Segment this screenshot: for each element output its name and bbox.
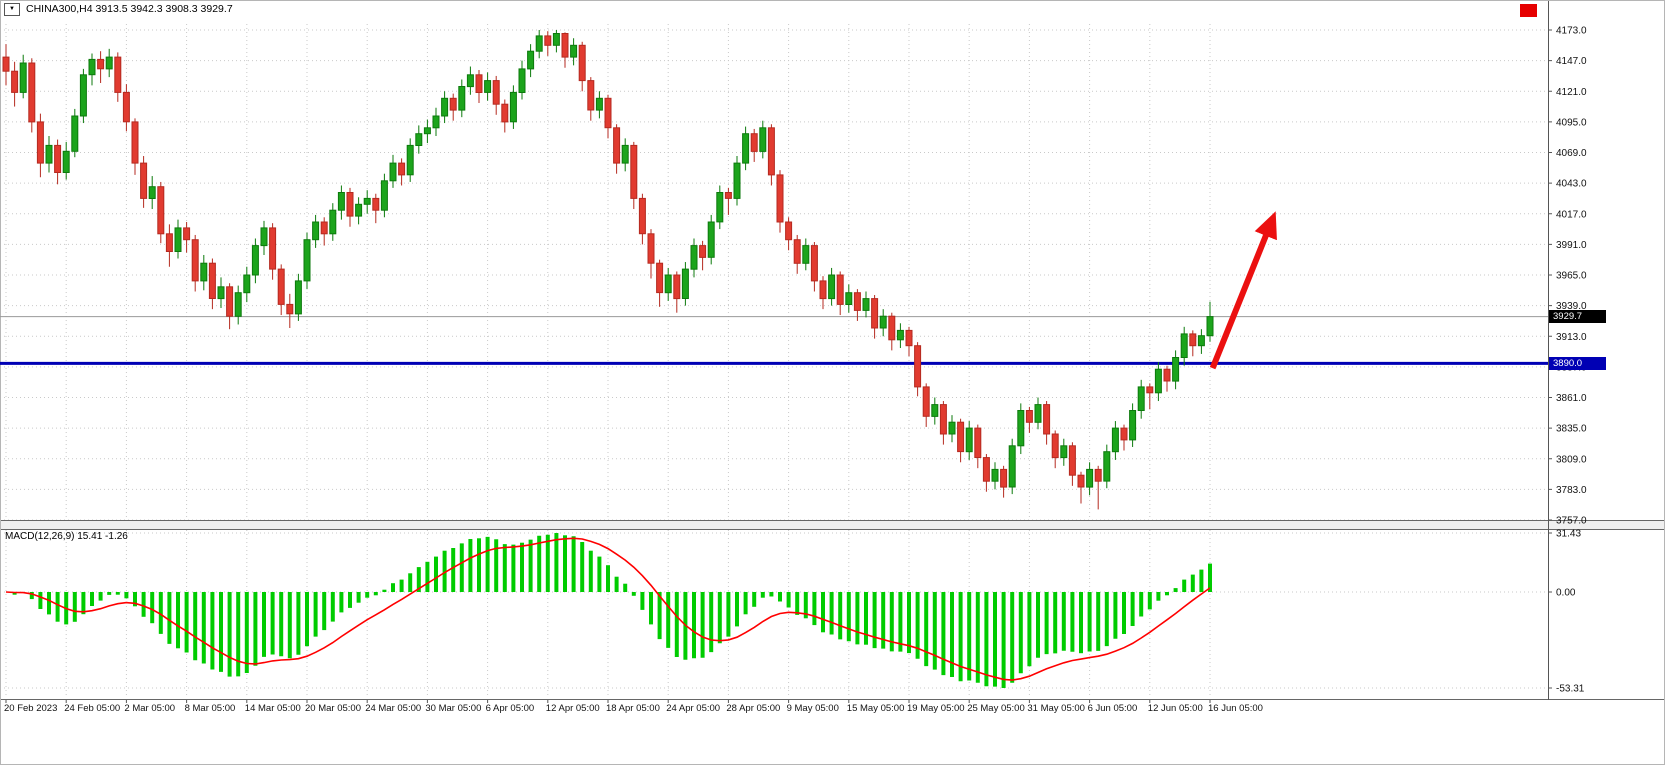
svg-text:18 Apr 05:00: 18 Apr 05:00 (606, 703, 660, 714)
horizontal-line-price-badge: 3890.0 (1549, 356, 1606, 370)
svg-text:24 Mar 05:00: 24 Mar 05:00 (365, 703, 421, 714)
svg-text:24 Feb 05:00: 24 Feb 05:00 (64, 703, 120, 714)
svg-text:4147.0: 4147.0 (1556, 56, 1587, 67)
svg-text:8 Mar 05:00: 8 Mar 05:00 (185, 703, 236, 714)
svg-text:3861.0: 3861.0 (1556, 393, 1587, 404)
svg-text:20 Mar 05:00: 20 Mar 05:00 (305, 703, 361, 714)
svg-text:12 Apr 05:00: 12 Apr 05:00 (546, 703, 600, 714)
svg-text:3965.0: 3965.0 (1556, 271, 1587, 282)
svg-text:15 May 05:00: 15 May 05:00 (847, 703, 905, 714)
price-lines-layer (0, 316, 1548, 365)
svg-text:4069.0: 4069.0 (1556, 148, 1587, 159)
svg-text:3809.0: 3809.0 (1556, 454, 1587, 465)
svg-text:4017.0: 4017.0 (1556, 209, 1587, 220)
svg-text:3835.0: 3835.0 (1556, 424, 1587, 435)
macd-indicator-label: MACD(12,26,9) 15.41 -1.26 (5, 531, 128, 542)
svg-text:31 May 05:00: 31 May 05:00 (1027, 703, 1085, 714)
last-price-badge: 3929.7 (1549, 310, 1606, 324)
svg-text:25 May 05:00: 25 May 05:00 (967, 703, 1025, 714)
svg-text:3757.0: 3757.0 (1556, 516, 1587, 527)
svg-text:30 Mar 05:00: 30 Mar 05:00 (425, 703, 481, 714)
svg-text:6 Jun 05:00: 6 Jun 05:00 (1088, 703, 1138, 714)
grid-layer (0, 24, 1548, 697)
symbol-dropdown-button[interactable]: ▼ (4, 2, 20, 16)
svg-text:4173.0: 4173.0 (1556, 26, 1587, 37)
svg-text:19 May 05:00: 19 May 05:00 (907, 703, 965, 714)
svg-text:3939.0: 3939.0 (1556, 301, 1587, 312)
svg-text:4121.0: 4121.0 (1556, 87, 1587, 98)
trend-arrow-annotation[interactable] (1209, 211, 1277, 370)
svg-text:0.00: 0.00 (1556, 588, 1576, 599)
svg-text:4043.0: 4043.0 (1556, 179, 1587, 190)
svg-text:12 Jun 05:00: 12 Jun 05:00 (1148, 703, 1203, 714)
svg-text:2 Mar 05:00: 2 Mar 05:00 (124, 703, 175, 714)
svg-text:-53.31: -53.31 (1556, 684, 1585, 695)
red-square-annotation[interactable] (1520, 4, 1537, 17)
chevron-down-icon: ▼ (9, 6, 15, 12)
chart-header: ▼ CHINA300,H4 3913.5 3942.3 3908.3 3929.… (4, 2, 233, 16)
svg-text:24 Apr 05:00: 24 Apr 05:00 (666, 703, 720, 714)
svg-text:3913.0: 3913.0 (1556, 332, 1587, 343)
svg-text:3991.0: 3991.0 (1556, 240, 1587, 251)
svg-text:28 Apr 05:00: 28 Apr 05:00 (726, 703, 780, 714)
svg-text:20 Feb 2023: 20 Feb 2023 (4, 703, 57, 714)
svg-text:6 Apr 05:00: 6 Apr 05:00 (486, 703, 535, 714)
svg-text:9 May 05:00: 9 May 05:00 (787, 703, 839, 714)
svg-text:14 Mar 05:00: 14 Mar 05:00 (245, 703, 301, 714)
symbol-ohlc-label: CHINA300,H4 3913.5 3942.3 3908.3 3929.7 (26, 3, 233, 15)
svg-text:31.43: 31.43 (1556, 529, 1581, 540)
svg-text:4095.0: 4095.0 (1556, 117, 1587, 128)
macd-layer (5, 533, 1212, 688)
svg-text:3783.0: 3783.0 (1556, 485, 1587, 496)
candles-layer (2, 30, 1214, 510)
svg-text:16 Jun 05:00: 16 Jun 05:00 (1208, 703, 1263, 714)
